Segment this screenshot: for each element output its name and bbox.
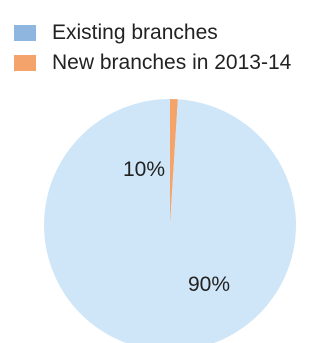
- slice-label-new-branches: 10%: [123, 158, 165, 181]
- pie-slice-existing-branches: [44, 99, 296, 343]
- slice-label-existing-branches: 90%: [188, 273, 230, 296]
